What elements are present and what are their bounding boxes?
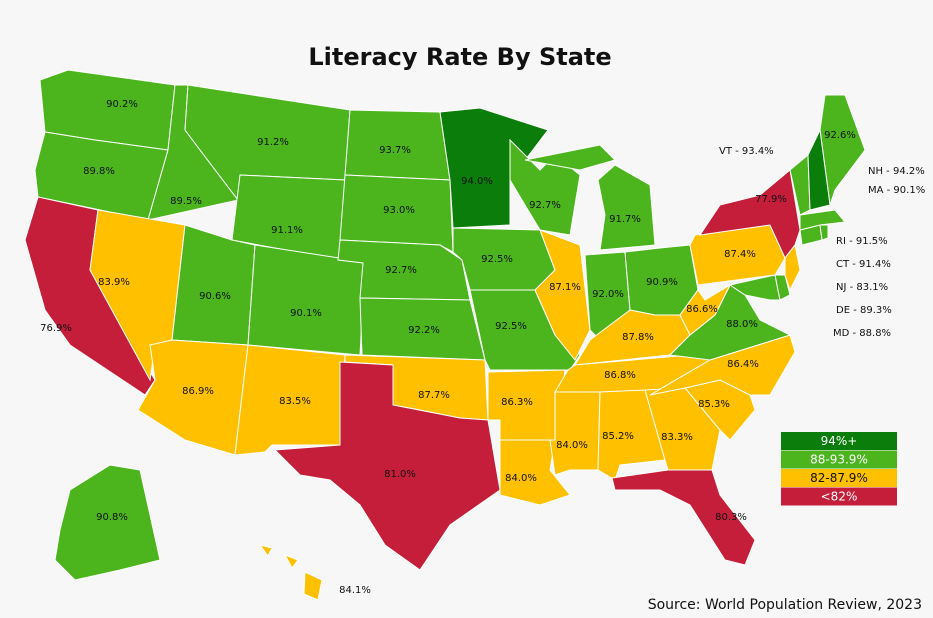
state-label: 92.6% [824, 130, 856, 141]
callout-label: CT - 91.4% [836, 259, 891, 270]
callout-label: RI - 91.5% [836, 236, 888, 247]
state-label: 86.3% [501, 397, 533, 408]
state-label: 93.7% [379, 145, 411, 156]
state-label: 88.0% [726, 319, 758, 330]
state-label: 83.3% [661, 432, 693, 443]
state-label: 91.1% [271, 225, 303, 236]
state-label: 85.2% [602, 431, 634, 442]
state-label: 91.2% [257, 137, 289, 148]
state-label: 83.9% [98, 277, 130, 288]
state-label: 90.1% [290, 308, 322, 319]
state [774, 274, 791, 301]
callout-label: NH - 94.2% [868, 166, 925, 177]
title: Literacy Rate By State [308, 43, 611, 71]
state-label: 90.6% [199, 291, 231, 302]
state-label: 93.0% [383, 205, 415, 216]
state-label: 86.8% [604, 370, 636, 381]
source: Source: World Population Review, 2023 [648, 597, 922, 613]
callout-label: MD - 88.8% [833, 328, 891, 339]
state [799, 209, 846, 231]
state-label: 89.8% [83, 166, 115, 177]
state [247, 244, 366, 356]
state [728, 274, 781, 301]
state-label: 86.9% [182, 386, 214, 397]
state-label: 89.5% [170, 196, 202, 207]
state-label: 92.2% [408, 325, 440, 336]
callout-label: NJ - 83.1% [836, 282, 888, 293]
state [649, 334, 796, 396]
state-label: 92.5% [481, 254, 513, 265]
state-label: 80.3% [715, 512, 747, 523]
state [171, 224, 256, 346]
state-label: 84.0% [556, 440, 588, 451]
state-label: 87.7% [418, 390, 450, 401]
state [807, 128, 831, 211]
state-label: 92.5% [495, 321, 527, 332]
state-label: 91.7% [609, 214, 641, 225]
state-label: 94.0% [461, 176, 493, 187]
legend-swatch [781, 450, 897, 469]
state-label: 87.4% [724, 249, 756, 260]
state-label: 92.7% [385, 265, 417, 276]
state-label: 92.0% [592, 289, 624, 300]
state-label: 84.0% [505, 473, 537, 484]
legend-label: 94%+ [821, 434, 858, 448]
state [54, 464, 161, 581]
state-label: 92.7% [529, 200, 561, 211]
callout-label: VT - 93.4% [719, 146, 774, 157]
state-label: 76.9% [40, 323, 72, 334]
legend-label: 88-93.9% [810, 453, 868, 467]
state [549, 391, 601, 476]
state-label: 90.9% [646, 277, 678, 288]
state-label: 86.4% [727, 359, 759, 370]
state [534, 229, 591, 361]
state [258, 544, 323, 601]
state-label: 83.5% [279, 396, 311, 407]
state [819, 224, 829, 241]
state-label: 87.8% [622, 332, 654, 343]
state [273, 361, 501, 571]
state-label: 84.1% [339, 585, 371, 596]
state-label: 85.3% [698, 399, 730, 410]
state-label: 87.1% [549, 282, 581, 293]
state [784, 243, 801, 292]
state-label: 77.9% [755, 194, 787, 205]
state [524, 144, 656, 251]
state-label: 81.0% [384, 469, 416, 480]
state-label: 86.6% [686, 304, 718, 315]
legend-label: <82% [821, 490, 858, 504]
legend-swatch [781, 432, 897, 450]
callout-label: MA - 90.1% [868, 185, 925, 196]
callout-label: DE - 89.3% [836, 305, 892, 316]
legend-label: 82-87.9% [810, 471, 868, 485]
legend-swatch [781, 469, 897, 487]
state [611, 469, 756, 566]
state [339, 174, 454, 253]
legend-swatch [781, 487, 897, 506]
state-label: 90.2% [106, 99, 138, 110]
state [439, 107, 549, 229]
state-label: 90.8% [96, 512, 128, 523]
